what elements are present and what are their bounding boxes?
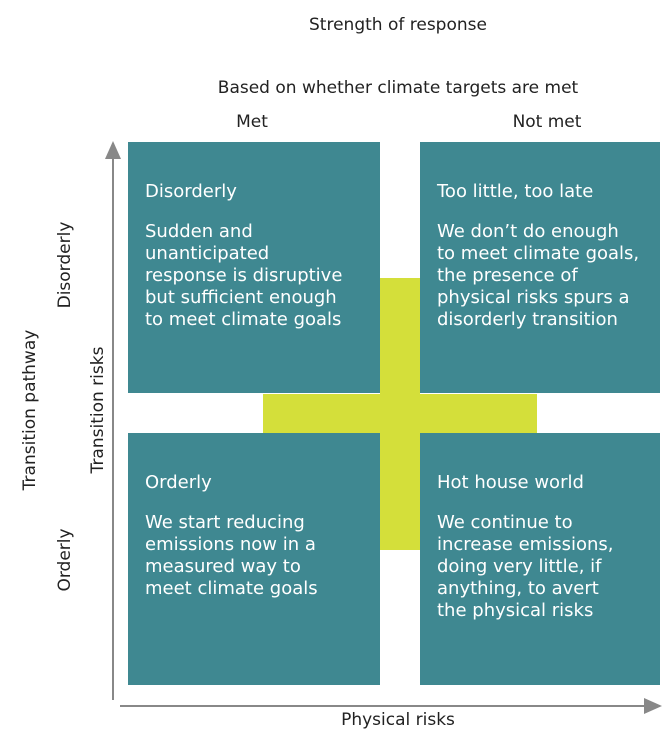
quadrant-text: increase emissions, — [437, 534, 613, 555]
quadrant-text: unanticipated — [145, 243, 269, 264]
quadrant-title: Too little, too late — [436, 181, 593, 202]
subtitle: Based on whether climate targets are met — [218, 78, 579, 98]
quadrant-text: measured way to — [145, 556, 301, 577]
quadrant-text: anything, to avert — [437, 578, 599, 599]
quadrant-text: We continue to — [437, 512, 573, 533]
row-label: Orderly — [55, 528, 75, 591]
y-axis-label: Transition risks — [88, 346, 108, 474]
quadrant-text: the presence of — [437, 265, 578, 286]
quadrant-text: We don’t do enough — [437, 221, 619, 242]
title: Strength of response — [309, 15, 487, 35]
quadrant-text: Sudden and — [145, 221, 253, 242]
quadrant — [128, 433, 380, 685]
quadrant-title: Hot house world — [437, 472, 584, 493]
quadrant-text: to meet climate goals — [145, 309, 341, 330]
quadrant-text: but sufficient enough — [145, 287, 337, 308]
quadrant-text: doing very little, if — [437, 556, 602, 577]
outer-axis-label: Transition pathway — [20, 330, 40, 492]
quadrant-text: emissions now in a — [145, 534, 316, 555]
quadrant-text: We start reducing — [145, 512, 305, 533]
cross-horizontal — [263, 394, 537, 433]
column-label: Not met — [513, 112, 582, 132]
quadrant-text: meet climate goals — [145, 578, 318, 599]
x-axis-label: Physical risks — [341, 710, 455, 730]
quadrant-text: to meet climate goals, — [437, 243, 639, 264]
quadrant-title: Disorderly — [145, 181, 237, 202]
column-label: Met — [236, 112, 268, 132]
quadrant — [128, 142, 380, 393]
quadrant-text: the physical risks — [437, 600, 593, 621]
quadrant-text: response is disruptive — [145, 265, 342, 286]
row-label: Disorderly — [55, 222, 75, 309]
quadrant — [420, 142, 660, 393]
quadrant-title: Orderly — [145, 472, 212, 493]
quadrant — [420, 433, 660, 685]
quadrant-text: disorderly transition — [437, 309, 618, 330]
quadrant-text: physical risks spurs a — [437, 287, 630, 308]
